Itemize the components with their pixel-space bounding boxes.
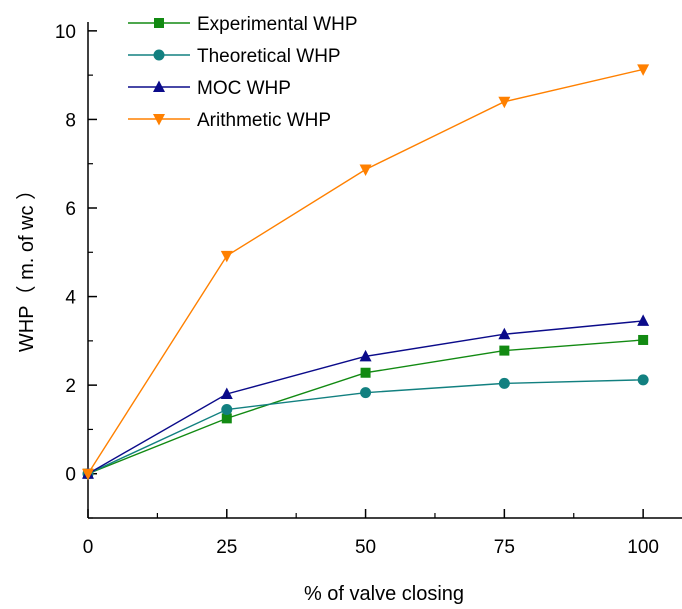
series-layer (82, 64, 650, 481)
legend-marker (153, 80, 165, 92)
data-point (220, 250, 233, 263)
legend-marker (154, 18, 164, 28)
x-axis-title: % of valve closing (304, 583, 464, 605)
legend-item: MOC WHP (128, 78, 291, 99)
legend-label: MOC WHP (197, 78, 291, 99)
data-point (637, 374, 649, 386)
data-point (221, 404, 233, 415)
data-point (499, 345, 510, 356)
data-point (221, 413, 232, 424)
data-point (638, 334, 649, 345)
legend-label: Arithmetic WHP (197, 110, 331, 131)
x-tick-label: 75 (494, 537, 515, 558)
legend: Experimental WHP Theoretical WHP MOC WHP Ar… (128, 14, 358, 131)
x-tick-label: 50 (355, 537, 376, 558)
series-4 (82, 64, 650, 481)
y-tick-label: 2 (65, 376, 76, 397)
legend-label: Experimental WHP (197, 14, 358, 35)
legend-item: Arithmetic WHP (128, 110, 331, 131)
x-tick-label: 0 (83, 537, 94, 558)
legend-marker (153, 114, 165, 126)
y-tick-label: 0 (65, 465, 76, 486)
series-line (87, 68, 644, 475)
data-point (360, 367, 371, 378)
legend-label: Theoretical WHP (197, 46, 341, 67)
data-point (82, 468, 94, 481)
data-point (359, 349, 372, 362)
legend-item: Experimental WHP (128, 14, 358, 35)
data-point (637, 64, 650, 76)
series-2 (82, 374, 649, 480)
y-tick-label: 4 (65, 288, 76, 309)
data-point (498, 377, 510, 389)
data-point (498, 96, 511, 109)
data-point (498, 327, 511, 340)
legend-marker (153, 49, 165, 61)
data-point (220, 387, 233, 399)
y-tick-label: 10 (55, 22, 76, 43)
y-axis-title: WHP（ m. of wc ） (15, 180, 38, 352)
x-tick-label: 100 (627, 537, 659, 558)
x-tick-label: 25 (216, 537, 237, 558)
data-point (360, 387, 372, 399)
data-point (637, 314, 650, 326)
y-tick-label: 6 (65, 199, 76, 220)
data-point (359, 164, 372, 176)
legend-item: Theoretical WHP (128, 46, 341, 67)
y-tick-label: 8 (65, 110, 76, 131)
